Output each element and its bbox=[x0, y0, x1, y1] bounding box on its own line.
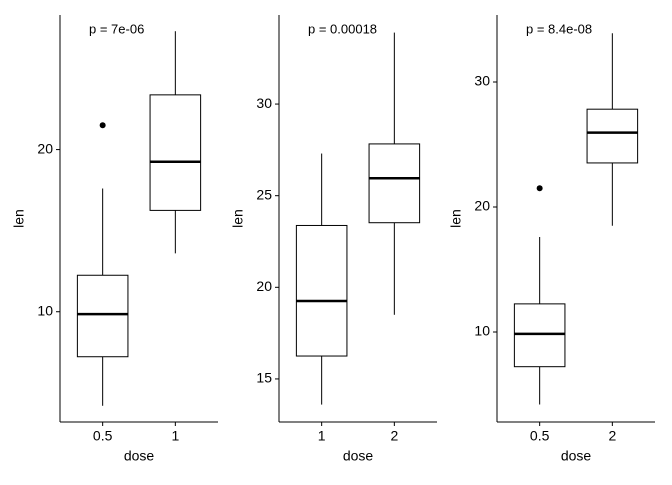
x-axis-label: dose bbox=[124, 448, 155, 464]
y-axis-label: len bbox=[230, 209, 246, 228]
y-axis-label: len bbox=[448, 209, 464, 228]
p-value: p = 8.4e-08 bbox=[526, 21, 592, 36]
x-tick-label: 1 bbox=[171, 428, 179, 444]
p-value: p = 7e-06 bbox=[89, 21, 144, 36]
box bbox=[76, 274, 129, 358]
box bbox=[586, 108, 639, 164]
x-tick-label: 2 bbox=[608, 428, 616, 444]
x-tick-label: 0.5 bbox=[93, 428, 113, 444]
y-tick-label: 30 bbox=[474, 73, 490, 89]
x-tick-label: 1 bbox=[318, 428, 326, 444]
y-tick-label: 20 bbox=[256, 278, 272, 294]
y-tick-label: 25 bbox=[256, 186, 272, 202]
x-axis-label: dose bbox=[561, 448, 592, 464]
box bbox=[513, 303, 566, 368]
y-tick-label: 10 bbox=[474, 323, 490, 339]
y-tick-label: 15 bbox=[256, 370, 272, 386]
p-value: p = 0.00018 bbox=[308, 21, 377, 36]
outlier bbox=[99, 122, 106, 129]
x-tick-label: 0.5 bbox=[530, 428, 550, 444]
y-axis-label: len bbox=[11, 209, 27, 228]
x-axis-label: dose bbox=[343, 448, 374, 464]
y-tick-label: 20 bbox=[474, 198, 490, 214]
y-tick-label: 10 bbox=[37, 302, 53, 318]
box bbox=[295, 224, 348, 357]
outlier bbox=[536, 185, 543, 192]
x-tick-label: 2 bbox=[390, 428, 398, 444]
box bbox=[149, 94, 202, 211]
box bbox=[368, 143, 421, 224]
y-tick-label: 20 bbox=[37, 140, 53, 156]
y-tick-label: 30 bbox=[256, 95, 272, 111]
